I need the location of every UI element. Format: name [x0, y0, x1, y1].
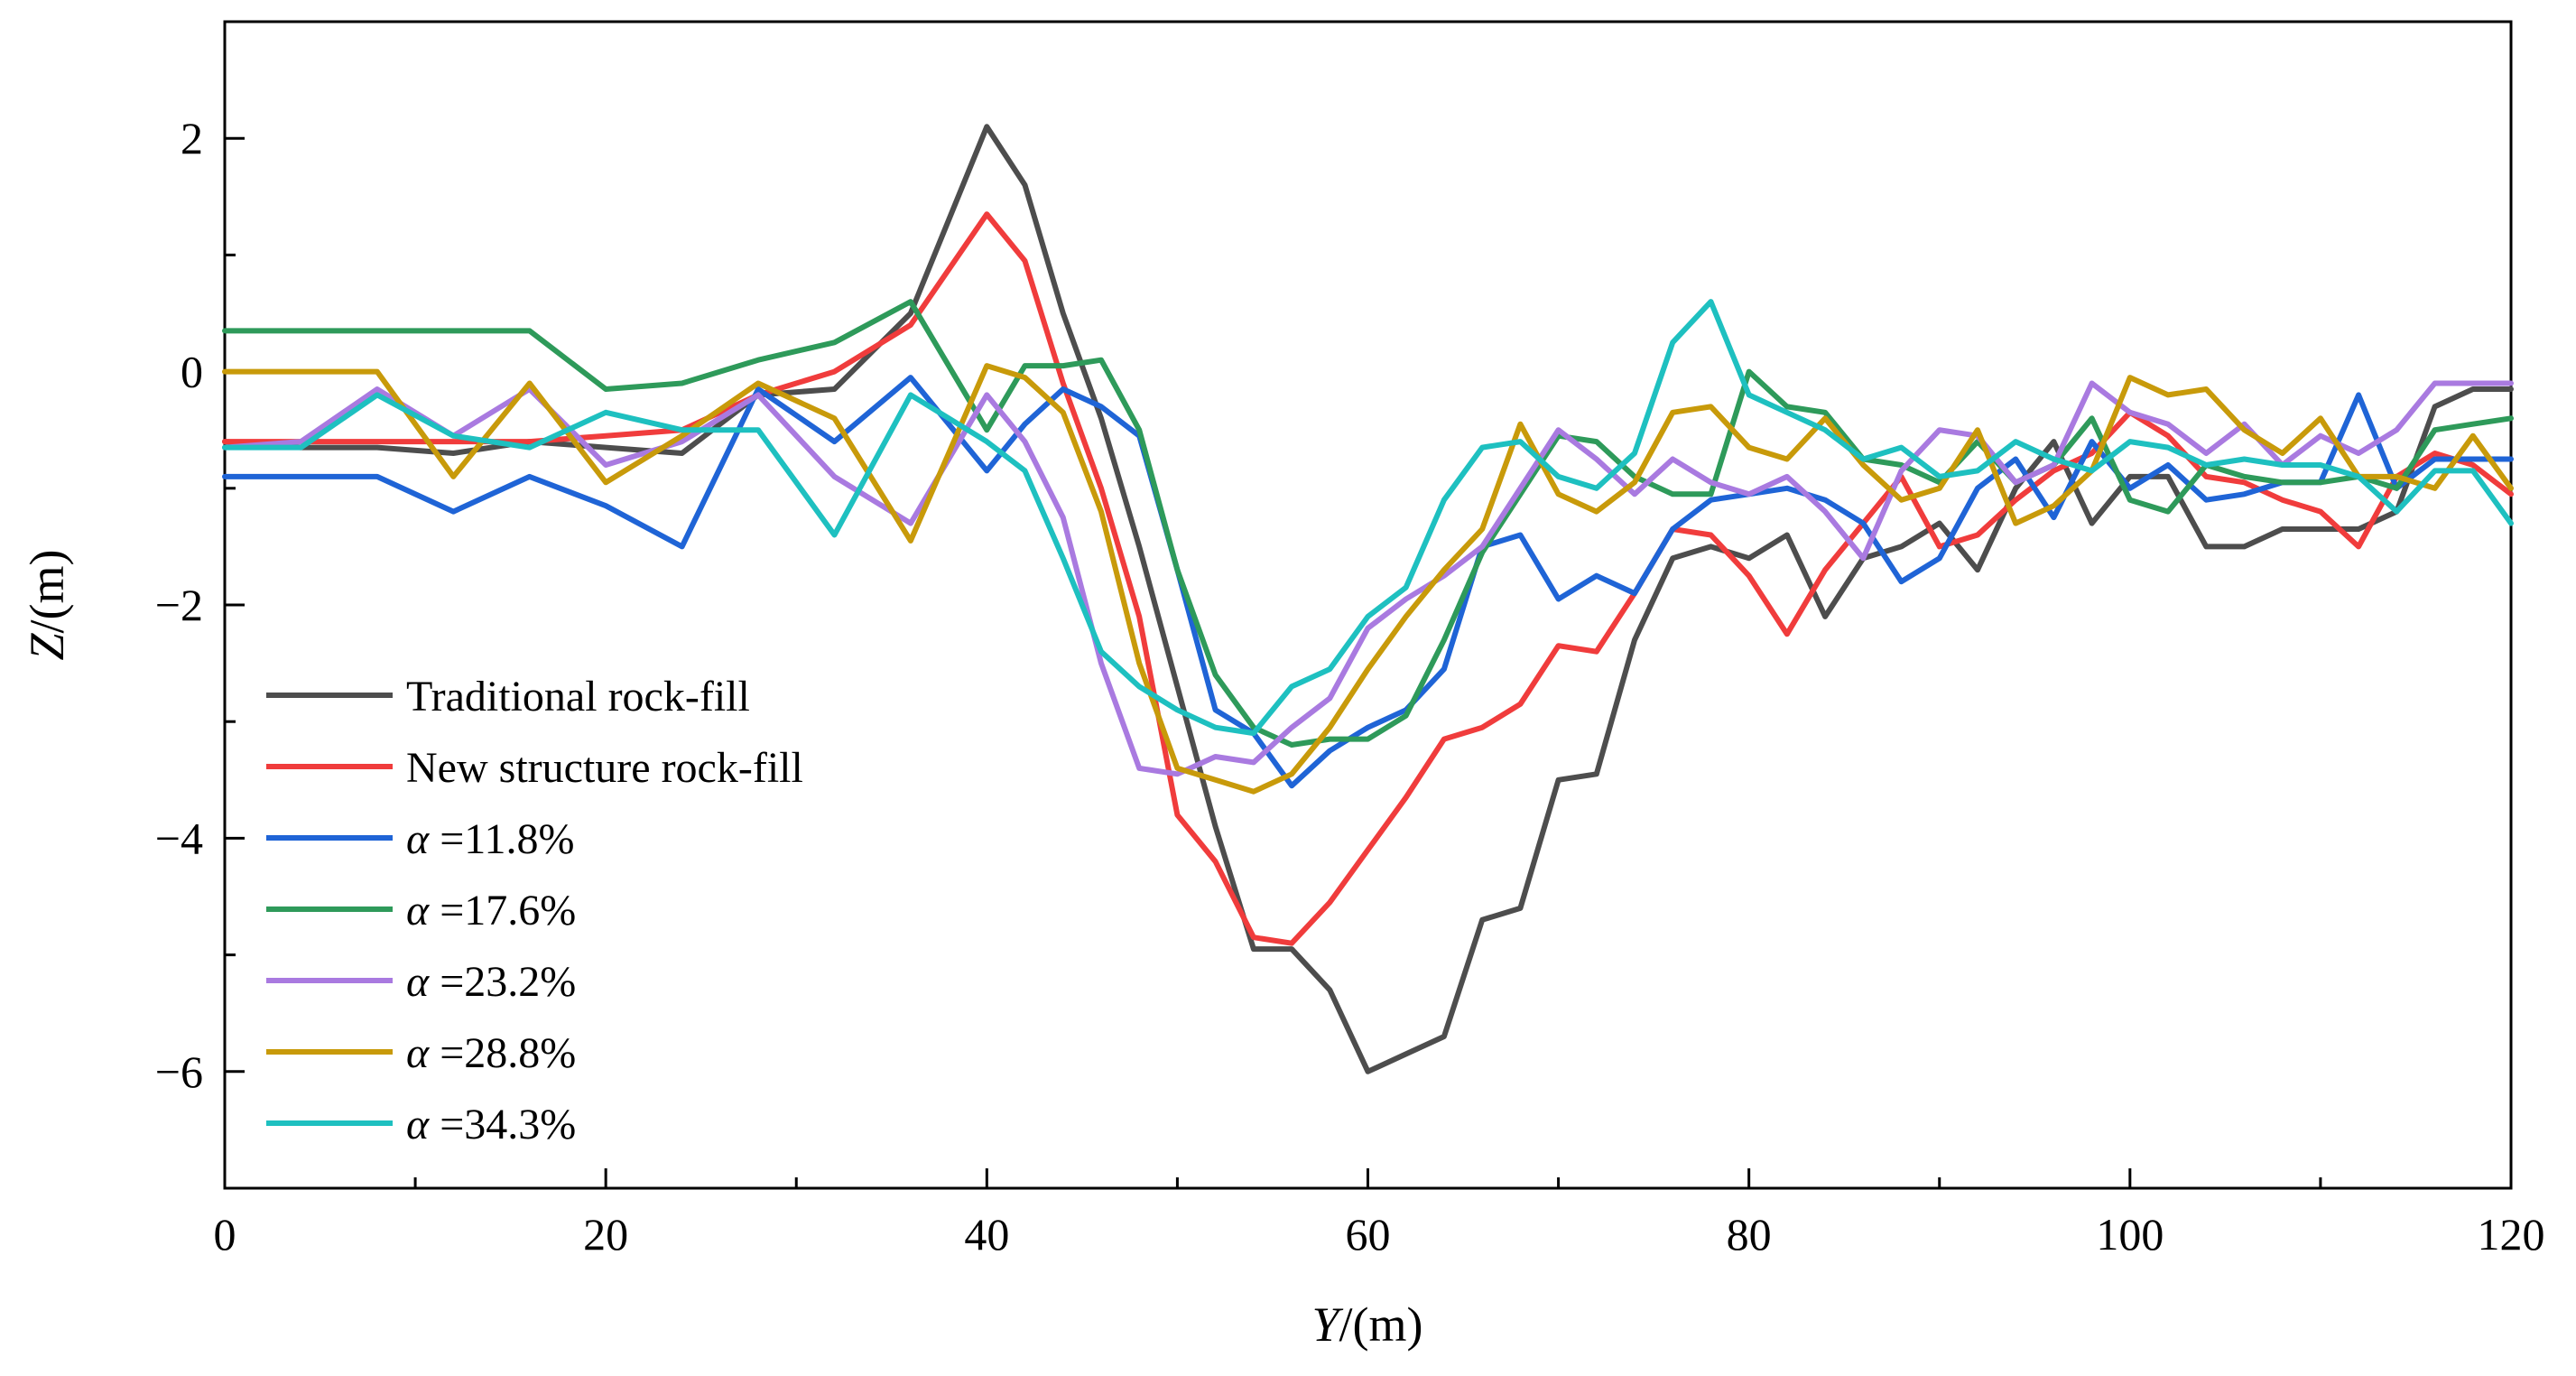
legend: Traditional rock-fill New structure rock-…: [266, 673, 803, 1148]
legend-label-value: =28.8%: [429, 1029, 576, 1077]
x-tick-label: 100: [2096, 1209, 2164, 1260]
axis-ticks: 0 20 40 60 80 100 120 −6 −4 −2 0 2: [155, 20, 2545, 1260]
legend-label-value: =11.8%: [429, 815, 574, 863]
y-axis-title: Z/(m): [20, 549, 74, 660]
x-axis-title-variable: Y: [1311, 1297, 1343, 1352]
y-tick-label: −4: [155, 813, 203, 863]
legend-label-alpha: α: [406, 887, 430, 934]
x-tick-label: 0: [214, 1209, 236, 1260]
legend-label: α =17.6%: [406, 887, 576, 934]
x-tick-label: 80: [1727, 1209, 1772, 1260]
x-tick-label: 60: [1346, 1209, 1391, 1260]
y-tick-label: 0: [181, 347, 203, 397]
y-axis-title-variable: Z: [20, 633, 74, 661]
y-tick-label: −6: [155, 1046, 203, 1097]
plot-frame: [223, 20, 2513, 1190]
x-tick-label: 120: [2478, 1209, 2545, 1260]
legend-label-value: =17.6%: [429, 887, 576, 934]
legend-label: α =11.8%: [406, 815, 574, 863]
series-line-4: [222, 299, 2514, 748]
x-axis-title: Y/(m): [1311, 1297, 1422, 1352]
legend-label-alpha: α: [406, 815, 430, 863]
legend-label: α =34.3%: [406, 1101, 576, 1148]
legend-label-value: =23.2%: [429, 958, 576, 1006]
legend-label-alpha: α: [406, 1101, 430, 1148]
y-tick-label: −2: [155, 580, 203, 630]
legend-label-value: =34.3%: [429, 1101, 576, 1148]
legend-label: New structure rock-fill: [406, 744, 803, 792]
series-line-1: [222, 124, 2514, 1074]
x-tick-label: 40: [964, 1209, 1009, 1260]
y-tick-label: 2: [181, 113, 203, 163]
series-line-7: [222, 299, 2514, 737]
series-lines: [222, 124, 2514, 1074]
legend-label: α =23.2%: [406, 958, 576, 1006]
legend-label-alpha: α: [406, 958, 430, 1006]
x-axis-title-unit: /(m): [1339, 1297, 1423, 1352]
series-line-2: [222, 211, 2514, 946]
series-line-3: [222, 375, 2514, 789]
series-line-6: [222, 363, 2514, 795]
legend-label: α =28.8%: [406, 1029, 576, 1077]
y-axis-title-unit: /(m): [20, 549, 74, 633]
legend-label: Traditional rock-fill: [406, 673, 750, 721]
x-tick-label: 20: [583, 1209, 628, 1260]
legend-label-alpha: α: [406, 1029, 430, 1077]
